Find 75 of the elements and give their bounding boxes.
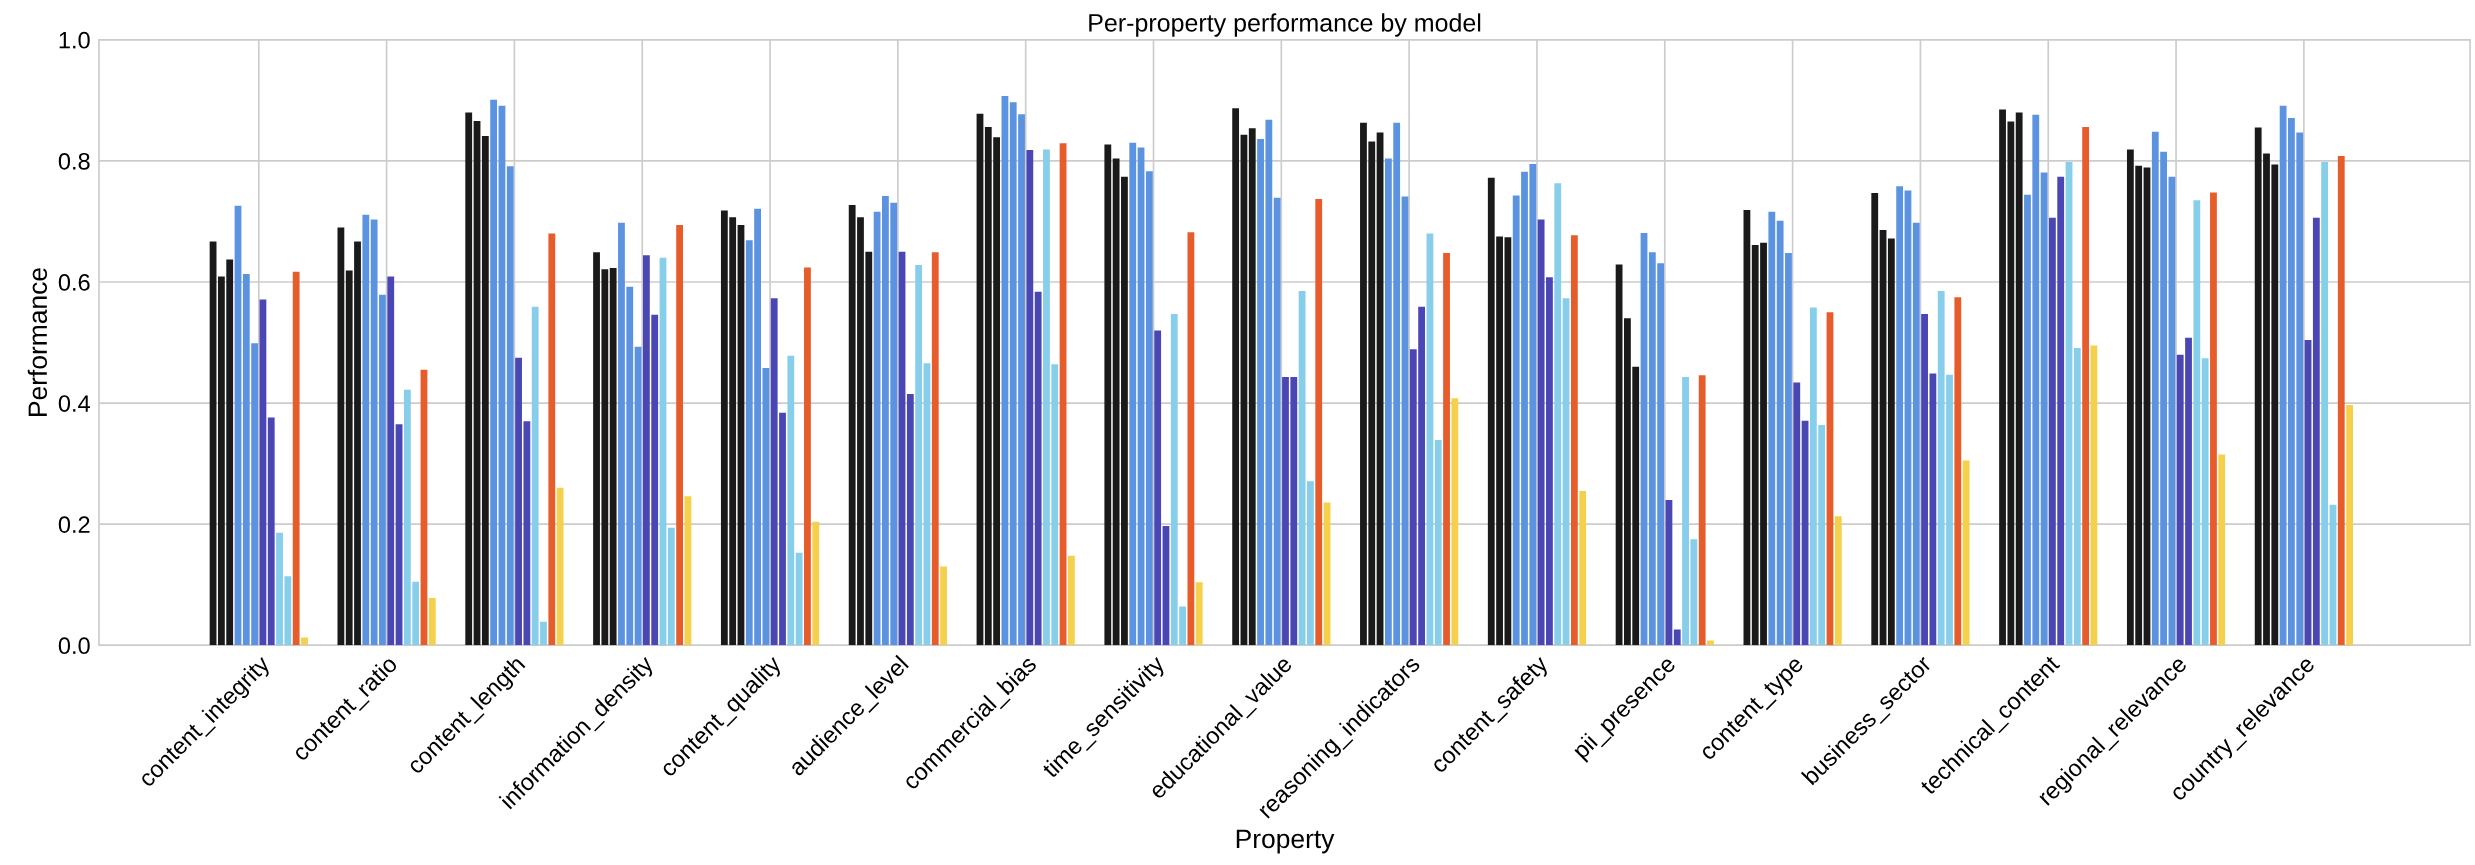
bar (1570, 235, 1578, 646)
bar (292, 271, 300, 646)
bar (1698, 375, 1706, 646)
bar (1673, 629, 1681, 646)
y-tick-label: 0.6 (58, 274, 90, 291)
bar (795, 552, 803, 646)
bar (1187, 232, 1195, 646)
bar (1707, 640, 1714, 646)
y-tick-label: 1.0 (59, 31, 90, 49)
bar (1579, 490, 1587, 646)
bar (2337, 156, 2345, 646)
bar (1145, 171, 1153, 646)
bar (506, 166, 514, 646)
y-tick-label: 0.2 (58, 516, 90, 533)
bar (787, 355, 795, 646)
bar (1443, 252, 1450, 646)
bar (337, 227, 345, 646)
bar (1768, 211, 1776, 646)
bar (2312, 217, 2320, 646)
bar (2218, 454, 2226, 646)
bar (481, 136, 489, 646)
bar (2082, 126, 2090, 646)
bar (915, 265, 923, 646)
y-tick-label: 0.4 (58, 395, 90, 412)
bar (609, 268, 617, 646)
bar (428, 598, 436, 646)
bar (267, 417, 275, 646)
bar (931, 252, 939, 646)
bar (2073, 347, 2081, 646)
y-axis-title: Performance (27, 268, 48, 416)
bar (387, 276, 395, 646)
bar (1896, 186, 1904, 646)
bar (2321, 162, 2329, 646)
bar (2346, 404, 2353, 646)
bar (812, 521, 820, 646)
bar (1954, 297, 1962, 646)
bar (2210, 192, 2217, 646)
x-axis-title: Property (1236, 829, 1335, 854)
bar (548, 233, 556, 646)
bar (1067, 555, 1075, 646)
bar (1034, 291, 1042, 646)
bar (2201, 358, 2209, 646)
y-tick-label: 0.8 (58, 152, 90, 170)
bar (1315, 199, 1323, 646)
bar (2015, 112, 2023, 646)
bar (2193, 200, 2201, 646)
bar (804, 267, 811, 646)
bar (362, 214, 370, 646)
bar (1962, 460, 1970, 646)
bar (301, 637, 308, 646)
bar (1154, 330, 1162, 646)
bar (940, 566, 947, 646)
bar (1273, 197, 1281, 646)
chart-title: Per-property performance by model (1089, 13, 1481, 37)
bar (1129, 142, 1137, 646)
bar (1871, 192, 1879, 646)
bar (1232, 108, 1240, 646)
bar (1554, 183, 1562, 646)
bar (1104, 144, 1112, 646)
bar (465, 112, 473, 646)
bar (1451, 398, 1459, 646)
bar (1195, 582, 1203, 646)
bar (1248, 128, 1256, 646)
bar (906, 394, 914, 646)
bar (667, 527, 675, 646)
bar (1434, 440, 1442, 646)
bar (490, 99, 498, 646)
bar (1834, 516, 1842, 646)
bar (1912, 222, 1920, 646)
bar (556, 487, 564, 646)
y-tick-label: 0.0 (58, 637, 90, 655)
bar (1887, 238, 1895, 646)
bar (1793, 382, 1801, 646)
bar (676, 225, 684, 646)
bar (1026, 149, 1034, 646)
